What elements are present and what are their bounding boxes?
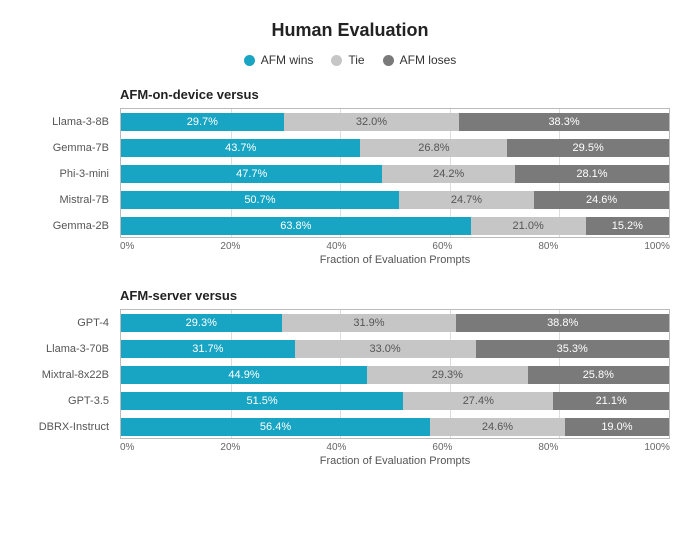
row-label: GPT-4 bbox=[25, 317, 115, 329]
segment-loses: 19.0% bbox=[565, 418, 669, 436]
axis-tick: 40% bbox=[326, 442, 346, 453]
segment-tie: 31.9% bbox=[282, 314, 457, 332]
row-label: DBRX-Instruct bbox=[25, 421, 115, 433]
axis-title: Fraction of Evaluation Prompts bbox=[120, 254, 670, 266]
bar-track: 50.7%24.7%24.6% bbox=[121, 191, 669, 209]
panel-label: AFM-on-device versus bbox=[120, 87, 670, 102]
segment-loses: 28.1% bbox=[515, 165, 669, 183]
axis-tick: 80% bbox=[538, 442, 558, 453]
axis-title: Fraction of Evaluation Prompts bbox=[120, 455, 670, 467]
bar-track: 29.7%32.0%38.3% bbox=[121, 113, 669, 131]
bar-track: 56.4%24.6%19.0% bbox=[121, 418, 669, 436]
axis-ticks: 0% 20% 40% 60% 80% 100% bbox=[120, 238, 670, 252]
chart-plot: GPT-429.3%31.9%38.8%Llama-3-70B31.7%33.0… bbox=[120, 309, 670, 439]
segment-loses: 35.3% bbox=[476, 340, 669, 358]
segment-wins: 51.5% bbox=[121, 392, 403, 410]
segment-wins: 56.4% bbox=[121, 418, 430, 436]
bar-row: Llama-3-70B31.7%33.0%35.3% bbox=[121, 336, 669, 362]
segment-tie: 24.7% bbox=[399, 191, 534, 209]
legend-item-tie: Tie bbox=[331, 53, 364, 67]
row-label: Mixtral-8x22B bbox=[25, 369, 115, 381]
legend-label-tie: Tie bbox=[348, 53, 364, 67]
chart-plot: Llama-3-8B29.7%32.0%38.3%Gemma-7B43.7%26… bbox=[120, 108, 670, 238]
row-label: Gemma-7B bbox=[25, 142, 115, 154]
bar-row: GPT-3.551.5%27.4%21.1% bbox=[121, 388, 669, 414]
chart-panel: AFM-server versus GPT-429.3%31.9%38.8%Lla… bbox=[30, 288, 670, 467]
segment-loses: 21.1% bbox=[553, 392, 669, 410]
bar-row: GPT-429.3%31.9%38.8% bbox=[121, 310, 669, 336]
row-label: Phi-3-mini bbox=[25, 168, 115, 180]
bar-track: 51.5%27.4%21.1% bbox=[121, 392, 669, 410]
axis-tick: 60% bbox=[432, 442, 452, 453]
segment-wins: 50.7% bbox=[121, 191, 399, 209]
legend-item-loses: AFM loses bbox=[383, 53, 457, 67]
axis-tick: 40% bbox=[326, 241, 346, 252]
segment-wins: 31.7% bbox=[121, 340, 295, 358]
segment-tie: 33.0% bbox=[295, 340, 476, 358]
axis-tick: 100% bbox=[644, 442, 670, 453]
bar-track: 29.3%31.9%38.8% bbox=[121, 314, 669, 332]
legend-item-wins: AFM wins bbox=[244, 53, 314, 67]
bar-row: DBRX-Instruct56.4%24.6%19.0% bbox=[121, 414, 669, 440]
segment-tie: 26.8% bbox=[360, 139, 507, 157]
legend-swatch-tie bbox=[331, 55, 342, 66]
bar-row: Phi-3-mini47.7%24.2%28.1% bbox=[121, 161, 669, 187]
segment-wins: 47.7% bbox=[121, 165, 382, 183]
bar-track: 44.9%29.3%25.8% bbox=[121, 366, 669, 384]
segment-loses: 38.3% bbox=[459, 113, 669, 131]
bar-row: Llama-3-8B29.7%32.0%38.3% bbox=[121, 109, 669, 135]
panel-label: AFM-server versus bbox=[120, 288, 670, 303]
bar-track: 47.7%24.2%28.1% bbox=[121, 165, 669, 183]
row-label: Llama-3-70B bbox=[25, 343, 115, 355]
legend-label-loses: AFM loses bbox=[400, 53, 457, 67]
legend-swatch-loses bbox=[383, 55, 394, 66]
axis-tick: 80% bbox=[538, 241, 558, 252]
bar-track: 31.7%33.0%35.3% bbox=[121, 340, 669, 358]
legend: AFM wins Tie AFM loses bbox=[30, 53, 670, 67]
bar-track: 43.7%26.8%29.5% bbox=[121, 139, 669, 157]
segment-loses: 25.8% bbox=[528, 366, 669, 384]
bar-row: Gemma-7B43.7%26.8%29.5% bbox=[121, 135, 669, 161]
axis-tick: 0% bbox=[120, 241, 134, 252]
bar-row: Mistral-7B50.7%24.7%24.6% bbox=[121, 187, 669, 213]
axis-tick: 20% bbox=[220, 442, 240, 453]
chart-title: Human Evaluation bbox=[30, 20, 670, 41]
axis-tick: 0% bbox=[120, 442, 134, 453]
segment-loses: 24.6% bbox=[534, 191, 669, 209]
segment-tie: 21.0% bbox=[471, 217, 586, 235]
segment-wins: 63.8% bbox=[121, 217, 471, 235]
segment-loses: 29.5% bbox=[507, 139, 669, 157]
axis-tick: 20% bbox=[220, 241, 240, 252]
axis-ticks: 0% 20% 40% 60% 80% 100% bbox=[120, 439, 670, 453]
row-label: Llama-3-8B bbox=[25, 116, 115, 128]
segment-loses: 15.2% bbox=[586, 217, 669, 235]
segment-tie: 27.4% bbox=[403, 392, 553, 410]
legend-swatch-wins bbox=[244, 55, 255, 66]
bar-track: 63.8%21.0%15.2% bbox=[121, 217, 669, 235]
bar-row: Mixtral-8x22B44.9%29.3%25.8% bbox=[121, 362, 669, 388]
segment-tie: 29.3% bbox=[367, 366, 528, 384]
segment-loses: 38.8% bbox=[456, 314, 669, 332]
axis-tick: 60% bbox=[432, 241, 452, 252]
segment-tie: 24.6% bbox=[430, 418, 565, 436]
segment-wins: 29.7% bbox=[121, 113, 284, 131]
row-label: Gemma-2B bbox=[25, 220, 115, 232]
row-label: Mistral-7B bbox=[25, 194, 115, 206]
segment-tie: 24.2% bbox=[382, 165, 515, 183]
row-label: GPT-3.5 bbox=[25, 395, 115, 407]
chart-panel: AFM-on-device versus Llama-3-8B29.7%32.0%… bbox=[30, 87, 670, 266]
segment-tie: 32.0% bbox=[284, 113, 459, 131]
segment-wins: 44.9% bbox=[121, 366, 367, 384]
axis-tick: 100% bbox=[644, 241, 670, 252]
segment-wins: 29.3% bbox=[121, 314, 282, 332]
segment-wins: 43.7% bbox=[121, 139, 360, 157]
legend-label-wins: AFM wins bbox=[261, 53, 314, 67]
bar-row: Gemma-2B63.8%21.0%15.2% bbox=[121, 213, 669, 239]
